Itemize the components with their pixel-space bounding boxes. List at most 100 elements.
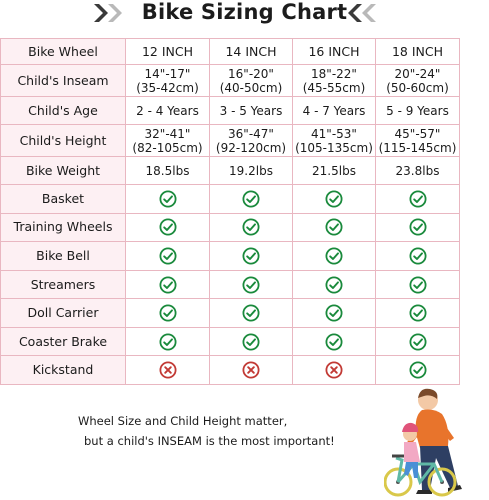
check-circle-icon (242, 247, 260, 265)
cell-text: 18.5lbs (145, 163, 190, 178)
cell-text: 5 - 9 Years (386, 103, 449, 118)
row-label: Doll Carrier (0, 298, 126, 328)
note-line-1: Wheel Size and Child Height matter, (78, 414, 288, 428)
feature-included-cell (375, 298, 460, 328)
cross-circle-icon (242, 361, 260, 379)
table-row: Coaster Brake (0, 326, 460, 357)
inseam-note: Wheel Size and Child Height matter, but … (78, 411, 408, 451)
feature-included-cell (209, 269, 293, 300)
feature-included-cell (375, 184, 460, 214)
cell-text: 32"-41" (144, 126, 191, 141)
page-title: Bike Sizing Chart (141, 0, 348, 24)
feature-included-cell (292, 269, 376, 300)
table-row: Child's Inseam 14"-17" (35-42cm) 16"-20" (40… (0, 64, 460, 98)
table-row: Bike Weight 18.5lbs 19.2lbs 21.5lbs 23.8lbs (0, 156, 460, 186)
table-row: Child's Height 32"-41" (82-105cm) 36"-47" (9… (0, 124, 460, 158)
table-cell: 23.8lbs (375, 156, 460, 186)
check-circle-icon (325, 276, 343, 294)
feature-included-cell (375, 241, 460, 271)
check-circle-icon (325, 304, 343, 322)
feature-included-cell (125, 241, 210, 271)
check-circle-icon (242, 190, 260, 208)
check-circle-icon (409, 247, 426, 265)
feature-included-cell (209, 184, 293, 214)
feature-included-cell (209, 326, 293, 357)
table-cell: 36"-47" (92-120cm) (209, 124, 293, 158)
check-circle-icon (409, 333, 426, 351)
wheel-size-16: 16 INCH (292, 37, 376, 66)
row-label: Child's Age (0, 96, 126, 126)
feature-included-cell (209, 241, 293, 271)
cell-text: 20"-24" (394, 66, 441, 81)
row-label: Bike Bell (0, 241, 126, 271)
feature-included-cell (292, 212, 376, 243)
feature-included-cell (375, 355, 460, 385)
feature-included-cell (125, 298, 210, 328)
cell-text: (115-145cm) (378, 140, 457, 155)
feature-included-cell (125, 269, 210, 300)
table-row: Child's Age 2 - 4 Years 3 - 5 Years 4 - 7 Y… (0, 96, 460, 126)
cell-text: 4 - 7 Years (302, 103, 366, 118)
cell-text: 19.2lbs (229, 163, 273, 178)
check-circle-icon (159, 276, 176, 294)
row-label: Child's Height (0, 124, 126, 158)
cell-text: (40-50cm) (219, 80, 283, 95)
table-row: Training Wheels (0, 212, 460, 243)
table-cell: 14"-17" (35-42cm) (125, 64, 210, 98)
check-circle-icon (159, 190, 176, 208)
table-cell: 18.5lbs (125, 156, 210, 186)
row-label: Kickstand (0, 355, 126, 385)
table-cell: 4 - 7 Years (292, 96, 376, 126)
check-circle-icon (325, 218, 343, 236)
check-circle-icon (242, 333, 260, 351)
header: Bike Sizing Chart (0, 0, 489, 26)
cell-text: (82-105cm) (132, 140, 203, 155)
cell-text: 14"-17" (144, 66, 191, 81)
row-label: Child's Inseam (0, 64, 126, 98)
table-cell: 45"-57" (115-145cm) (375, 124, 460, 158)
feature-included-cell (125, 212, 210, 243)
check-circle-icon (409, 361, 426, 379)
check-circle-icon (242, 276, 260, 294)
row-label: Coaster Brake (0, 326, 126, 357)
cell-text: 36"-47" (228, 126, 274, 141)
feature-included-cell (375, 212, 460, 243)
check-circle-icon (409, 190, 426, 208)
wheel-size-14: 14 INCH (209, 37, 293, 66)
table-cell: 5 - 9 Years (375, 96, 460, 126)
wheel-size-18: 18 INCH (375, 37, 460, 66)
cell-text: (50-60cm) (386, 80, 449, 95)
feature-included-cell (375, 326, 460, 357)
check-circle-icon (409, 304, 426, 322)
feature-excluded-cell (292, 355, 376, 385)
check-circle-icon (242, 304, 260, 322)
cell-text: 18"-22" (311, 66, 357, 81)
cell-text: 41"-53" (311, 126, 357, 141)
table-row: Doll Carrier (0, 298, 460, 328)
cell-text: 2 - 4 Years (136, 103, 199, 118)
check-circle-icon (159, 304, 176, 322)
check-circle-icon (325, 333, 343, 351)
row-label: Basket (0, 184, 126, 214)
cell-text: 16"-20" (228, 66, 274, 81)
cell-text: (105-135cm) (295, 140, 373, 155)
double-chevron-right-icon (94, 4, 122, 22)
table-cell: 16"-20" (40-50cm) (209, 64, 293, 98)
cell-text: 23.8lbs (395, 163, 440, 178)
feature-included-cell (209, 298, 293, 328)
parent-teaching-child-to-ride-bike-illustration (384, 388, 462, 497)
feature-excluded-cell (209, 355, 293, 385)
check-circle-icon (325, 190, 343, 208)
check-circle-icon (409, 276, 426, 294)
feature-included-cell (292, 241, 376, 271)
row-label: Streamers (0, 269, 126, 300)
table-cell: 41"-53" (105-135cm) (292, 124, 376, 158)
cell-text: (45-55cm) (302, 80, 366, 95)
table-cell: 3 - 5 Years (209, 96, 293, 126)
feature-included-cell (292, 326, 376, 357)
feature-included-cell (292, 184, 376, 214)
check-circle-icon (242, 218, 260, 236)
cell-text: 3 - 5 Years (219, 103, 283, 118)
table-row: Basket (0, 184, 460, 214)
cell-text: (92-120cm) (215, 140, 287, 155)
